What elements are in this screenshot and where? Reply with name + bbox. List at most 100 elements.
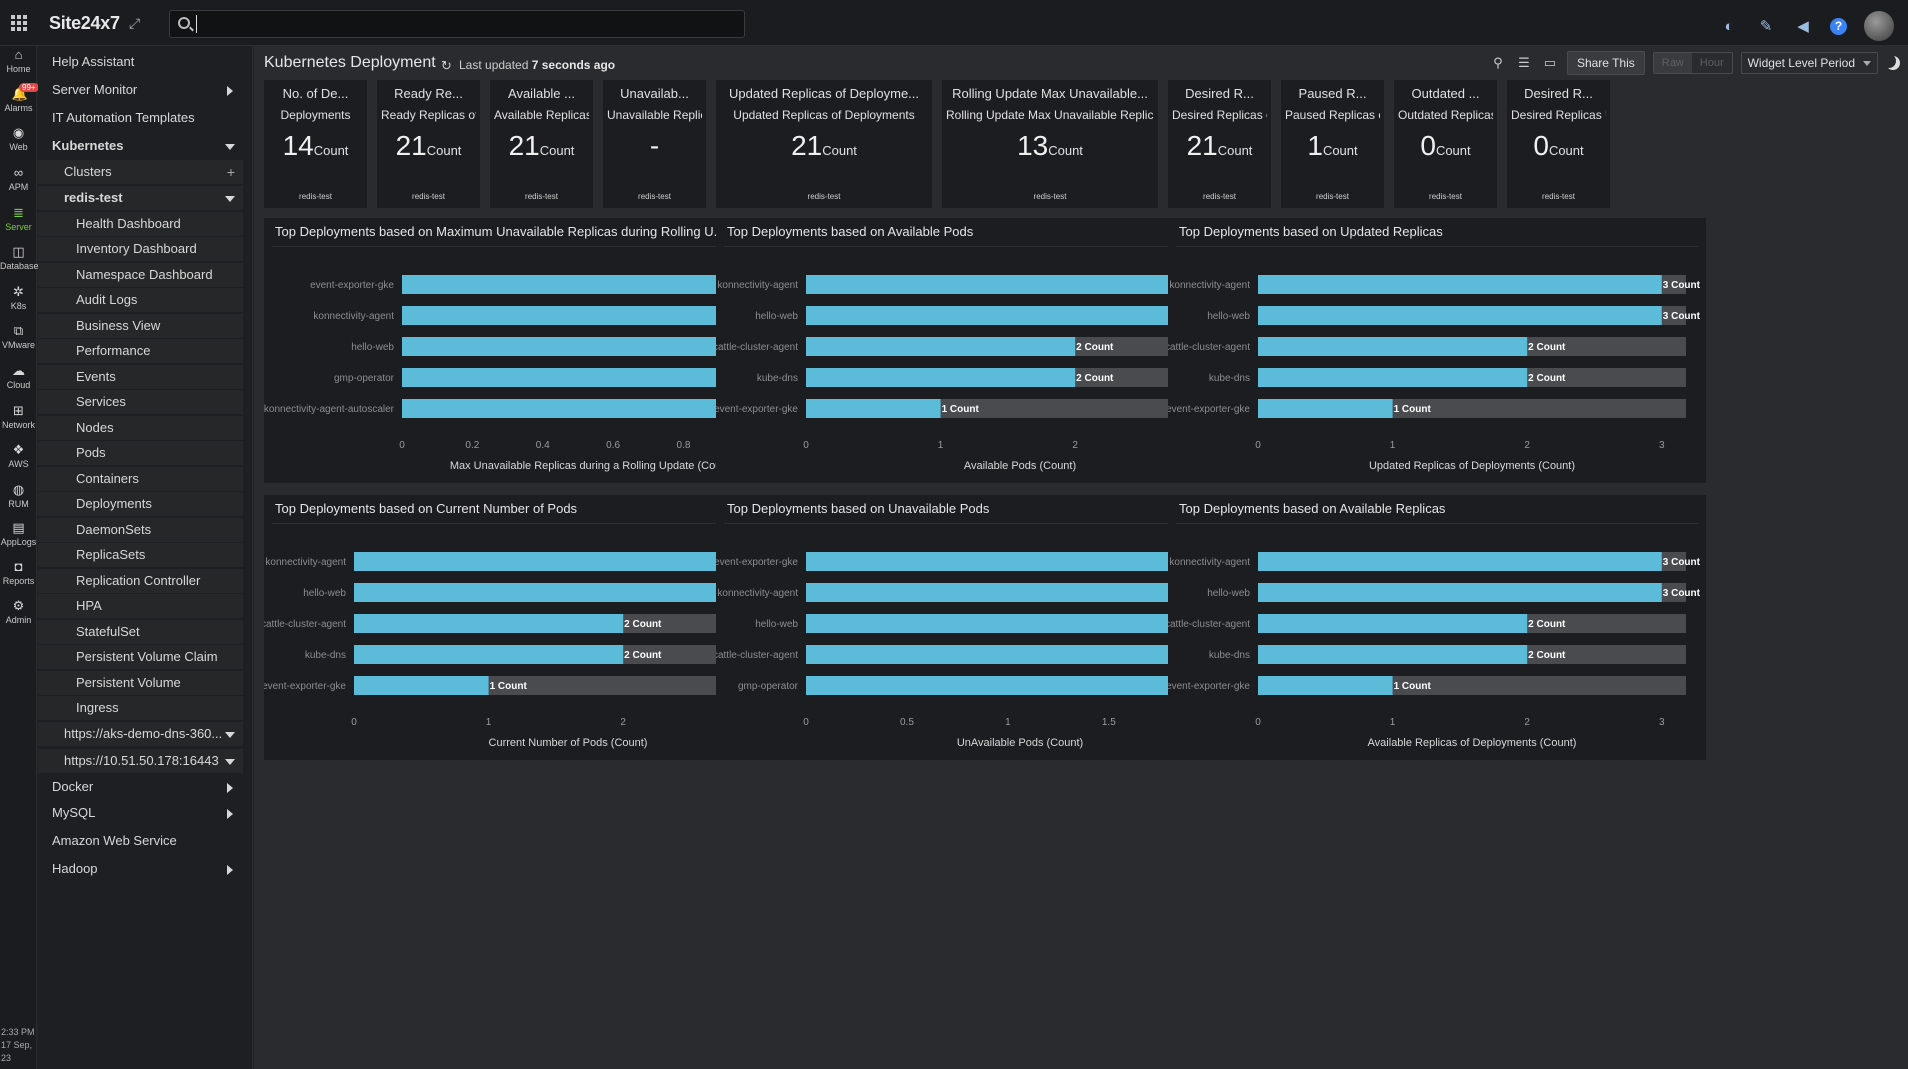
expand-icon[interactable]: ⤢ xyxy=(129,15,141,31)
period-toggle[interactable]: Raw Hour xyxy=(1652,52,1733,74)
sidebar-item-events[interactable]: Events xyxy=(38,365,243,389)
chart-widget[interactable]: Top Deployments based on Available Pods k… xyxy=(716,218,1254,483)
bar-mark[interactable] xyxy=(402,275,754,294)
sidebar-item-redis-test[interactable]: redis-test xyxy=(38,186,243,210)
bar-mark[interactable] xyxy=(402,368,754,387)
sidebar-item-nodes[interactable]: Nodes xyxy=(38,416,243,440)
sidebar-item-namespace-dashboard[interactable]: Namespace Dashboard xyxy=(38,263,243,287)
apps-grid-icon[interactable] xyxy=(11,15,27,31)
rail-item-database[interactable]: ◫ Database xyxy=(0,245,39,272)
period-raw[interactable]: Raw xyxy=(1653,53,1692,73)
search-input[interactable] xyxy=(196,15,736,33)
sidebar-item-business-view[interactable]: Business View xyxy=(38,314,243,338)
bar-mark[interactable] xyxy=(806,614,1210,633)
theme-toggle-icon[interactable] xyxy=(1886,56,1900,70)
add-cluster-icon[interactable]: + xyxy=(226,164,235,180)
chevron-right-icon[interactable] xyxy=(227,865,233,875)
bar-mark[interactable] xyxy=(1258,275,1662,294)
avatar[interactable] xyxy=(1864,11,1894,41)
bar-mark[interactable] xyxy=(1258,583,1662,602)
kpi-card[interactable]: Available ... Available Replicas of 21Coun… xyxy=(490,80,593,208)
rail-item-reports[interactable]: ◘ Reports xyxy=(0,560,37,587)
bar-mark[interactable] xyxy=(354,614,624,633)
kpi-card[interactable]: Rolling Update Max Unavailable... Rolling… xyxy=(942,80,1158,208)
sidebar-item-hpa[interactable]: HPA xyxy=(38,594,243,618)
sidebar-item-persistent-volume[interactable]: Persistent Volume xyxy=(38,671,243,695)
sidebar-item-replication-controller[interactable]: Replication Controller xyxy=(38,569,243,593)
rail-item-alarms[interactable]: 🔔 99+ Alarms xyxy=(0,83,39,113)
kpi-card[interactable]: Unavailab... Unavailable Replicas - redis-t… xyxy=(603,80,706,208)
bar-mark[interactable] xyxy=(354,676,489,695)
sidebar-item-performance[interactable]: Performance xyxy=(38,339,243,363)
sidebar-item-statefulset[interactable]: StatefulSet xyxy=(38,620,243,644)
bar-mark[interactable] xyxy=(354,552,758,571)
bar-mark[interactable] xyxy=(806,583,1210,602)
bar-mark[interactable] xyxy=(806,368,1076,387)
bar-mark[interactable] xyxy=(806,676,1210,695)
filter-icon[interactable]: ⚲ xyxy=(1493,55,1503,70)
rail-item-home[interactable]: ⌂ Home xyxy=(0,48,37,75)
rail-item-web[interactable]: ◉ Web xyxy=(0,126,37,153)
sidebar-item-inventory-dashboard[interactable]: Inventory Dashboard xyxy=(38,237,243,261)
chevron-right-icon[interactable] xyxy=(227,809,233,819)
bar-mark[interactable] xyxy=(402,399,754,418)
sidebar-item-https-10-51-50-178-16443[interactable]: https://10.51.50.178:16443 xyxy=(38,749,243,773)
bar-mark[interactable] xyxy=(806,275,1210,294)
help-icon[interactable]: ? xyxy=(1830,17,1847,35)
sidebar-item-hadoop[interactable]: Hadoop xyxy=(38,857,243,881)
sidebar-item-deployments[interactable]: Deployments xyxy=(38,492,243,516)
rail-item-rum[interactable]: ◍ RUM xyxy=(0,483,37,510)
sidebar-item-ingress[interactable]: Ingress xyxy=(38,696,243,720)
kpi-card[interactable]: No. of De... Deployments 14Count redis-test xyxy=(264,80,367,208)
list-icon[interactable]: ☰ xyxy=(1518,55,1530,70)
sidebar-item-pods[interactable]: Pods xyxy=(38,441,243,465)
sidebar-item-replicasets[interactable]: ReplicaSets xyxy=(38,543,243,567)
sidebar-item-kubernetes[interactable]: Kubernetes xyxy=(38,134,243,158)
site24x7-logo[interactable]: Site24x7 xyxy=(49,13,120,33)
sidebar-item-services[interactable]: Services xyxy=(38,390,243,414)
search-bar[interactable] xyxy=(169,10,745,38)
bar-mark[interactable] xyxy=(806,399,941,418)
sidebar-item-mysql[interactable]: MySQL xyxy=(38,801,243,825)
bar-mark[interactable] xyxy=(354,583,758,602)
bar-mark[interactable] xyxy=(1258,368,1528,387)
chart-widget[interactable]: Top Deployments based on Unavailable Pod… xyxy=(716,495,1254,760)
bar-mark[interactable] xyxy=(402,337,754,356)
chevron-down-icon[interactable] xyxy=(225,759,235,765)
sidebar-item-containers[interactable]: Containers xyxy=(38,467,243,491)
kpi-card[interactable]: Ready Re... Ready Replicas of De 21Count re… xyxy=(377,80,480,208)
wrench-icon[interactable]: ✎ xyxy=(1759,18,1773,35)
megaphone-icon[interactable]: ◀ xyxy=(1797,18,1809,35)
refresh-icon[interactable]: ↻ xyxy=(441,58,452,73)
chart-widget[interactable]: Top Deployments based on Updated Replica… xyxy=(1168,218,1706,483)
sidebar-item-help-assistant[interactable]: Help Assistant xyxy=(38,50,243,74)
sidebar-item-audit-logs[interactable]: Audit Logs xyxy=(38,288,243,312)
chevron-right-icon[interactable] xyxy=(227,783,233,793)
sidebar-item-docker[interactable]: Docker xyxy=(38,775,243,799)
sidebar-item-daemonsets[interactable]: DaemonSets xyxy=(38,518,243,542)
kpi-card[interactable]: Desired R... Desired Replicas of D 21Count… xyxy=(1168,80,1271,208)
bar-mark[interactable] xyxy=(1258,552,1662,571)
chevron-right-icon[interactable] xyxy=(227,86,233,96)
rail-item-applogs[interactable]: ▤ AppLogs xyxy=(0,521,37,548)
user-tour-icon[interactable]: ◐ xyxy=(1724,17,1734,35)
bar-mark[interactable] xyxy=(402,306,754,325)
chart-widget[interactable]: Top Deployments based on Maximum Unavail… xyxy=(264,218,802,483)
kpi-card[interactable]: Outdated ... Outdated Replicas of 0Count re… xyxy=(1394,80,1497,208)
bar-mark[interactable] xyxy=(1258,645,1528,664)
chart-widget[interactable]: Top Deployments based on Available Repli… xyxy=(1168,495,1706,760)
bar-mark[interactable] xyxy=(806,552,1210,571)
bar-mark[interactable] xyxy=(1258,306,1662,325)
sidebar-item-https-aks-demo-dns-360[interactable]: https://aks-demo-dns-360... xyxy=(38,722,243,746)
bar-mark[interactable] xyxy=(1258,399,1393,418)
chart-widget[interactable]: Top Deployments based on Current Number … xyxy=(264,495,802,760)
rail-item-aws[interactable]: ❖ AWS xyxy=(0,443,37,470)
chevron-down-icon[interactable] xyxy=(225,196,235,202)
bar-mark[interactable] xyxy=(1258,337,1528,356)
sidebar-item-it-automation-templates[interactable]: IT Automation Templates xyxy=(38,106,243,130)
kpi-card[interactable]: Updated Replicas of Deployme... Updated R… xyxy=(716,80,932,208)
rail-item-vmware[interactable]: ⧉ VMware xyxy=(0,324,37,351)
sidebar-item-server-monitor[interactable]: Server Monitor xyxy=(38,78,243,102)
bar-mark[interactable] xyxy=(354,645,624,664)
rail-item-apm[interactable]: ∞ APM xyxy=(0,166,37,193)
